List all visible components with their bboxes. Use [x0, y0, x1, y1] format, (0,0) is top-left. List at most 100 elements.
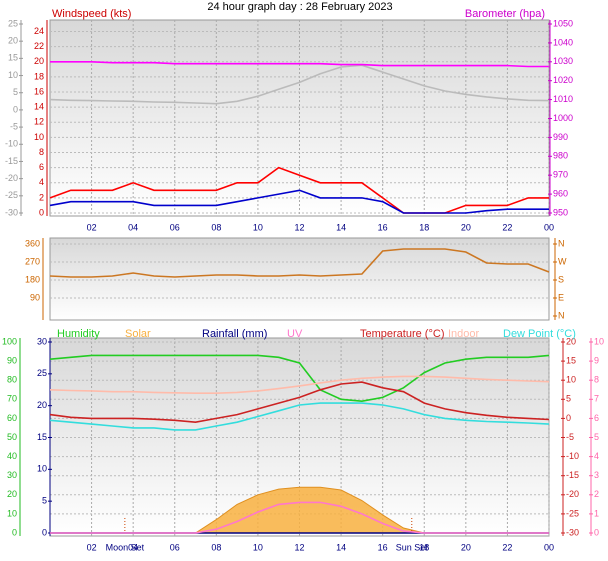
- y-tick-label: -10: [566, 451, 579, 461]
- y-tick-label: 90: [7, 355, 17, 365]
- legend-label: UV: [287, 328, 303, 340]
- y-tick-label: -20: [5, 173, 18, 183]
- y-tick-label: -30: [5, 207, 18, 217]
- y-tick-label: 8: [594, 375, 599, 385]
- y-tick-label: 10: [7, 508, 17, 518]
- y-tick-label: 5: [13, 87, 18, 97]
- y-tick-label: 15: [566, 355, 576, 365]
- x-tick-label: 02: [87, 222, 97, 232]
- x-tick-label: 12: [294, 222, 304, 232]
- y-tick-label: -20: [566, 489, 579, 499]
- y-tick-label: 1020: [553, 75, 573, 85]
- y-tick-label: -25: [5, 190, 18, 200]
- x-tick-label: 16: [378, 542, 388, 552]
- x-tick-label: 14: [336, 222, 346, 232]
- y-tick-label: N: [558, 310, 565, 320]
- y-tick-label: E: [558, 292, 564, 302]
- y-tick-label: 2: [594, 489, 599, 499]
- legend-label: Rainfall (mm): [202, 328, 267, 340]
- y-tick-label: 10: [34, 132, 44, 142]
- x-tick-label: 04: [128, 542, 138, 552]
- y-tick-label: 80: [7, 375, 17, 385]
- x-tick-label: 10: [253, 222, 263, 232]
- x-tick-label: 22: [502, 222, 512, 232]
- y-tick-label: 970: [553, 170, 568, 180]
- y-tick-label: 15: [8, 53, 18, 63]
- y-tick-label: 100: [2, 336, 17, 346]
- y-tick-label: 1030: [553, 56, 573, 66]
- y-tick-label: 25: [8, 18, 18, 28]
- y-tick-label: N: [558, 238, 565, 248]
- y-tick-label: 20: [7, 489, 17, 499]
- legend-label: Solar: [125, 328, 151, 340]
- x-tick-label: 06: [170, 222, 180, 232]
- x-tick-label: 18: [419, 222, 429, 232]
- y-tick-label: -15: [566, 470, 579, 480]
- y-tick-label: 8: [39, 147, 44, 157]
- x-tick-label: 08: [211, 542, 221, 552]
- y-tick-label: 15: [37, 432, 47, 442]
- line: [49, 166, 549, 214]
- y-tick-label: 0: [13, 104, 18, 114]
- y-tick-label: 30: [37, 336, 47, 346]
- y-tick-label: 180: [25, 274, 40, 284]
- y-tick-label: -30: [566, 527, 579, 537]
- legend-label: Dew Point (°C): [503, 328, 576, 340]
- x-tick-label: 22: [502, 542, 512, 552]
- axis-label: Windspeed (kts): [52, 8, 131, 20]
- y-tick-label: 20: [37, 400, 47, 410]
- y-tick-label: -25: [566, 508, 579, 518]
- y-tick-label: 10: [37, 464, 47, 474]
- y-tick-label: 0: [566, 413, 571, 423]
- y-tick-label: 30: [7, 470, 17, 480]
- y-tick-label: 70: [7, 394, 17, 404]
- y-tick-label: 10: [8, 70, 18, 80]
- y-tick-label: 24: [34, 26, 44, 36]
- y-tick-label: 16: [34, 86, 44, 96]
- line: [49, 354, 550, 403]
- x-tick-label: 06: [170, 542, 180, 552]
- legend-label: Humidity: [57, 328, 100, 340]
- y-tick-label: 960: [553, 188, 568, 198]
- y-tick-label: 2: [39, 192, 44, 202]
- y-tick-label: -15: [5, 156, 18, 166]
- y-tick-label: 990: [553, 132, 568, 142]
- y-tick-label: 6: [39, 162, 44, 172]
- y-tick-label: 20: [566, 336, 576, 346]
- x-tick-label: 08: [211, 222, 221, 232]
- y-tick-label: 10: [594, 336, 604, 346]
- y-tick-label: 1010: [553, 94, 573, 104]
- y-tick-label: 5: [42, 496, 47, 506]
- y-tick-label: 1050: [553, 18, 573, 28]
- y-tick-label: 1: [594, 508, 599, 518]
- line: [49, 189, 549, 214]
- y-tick-label: 270: [25, 256, 40, 266]
- x-tick-label: 18: [419, 542, 429, 552]
- y-tick-label: 0: [594, 527, 599, 537]
- y-tick-label: 980: [553, 151, 568, 161]
- y-tick-label: 9: [594, 355, 599, 365]
- x-tick-label: 10: [253, 542, 263, 552]
- annotation: Moon Set: [106, 542, 145, 552]
- y-tick-label: S: [558, 274, 564, 284]
- y-tick-label: 14: [34, 102, 44, 112]
- y-tick-label: 7: [594, 394, 599, 404]
- x-tick-label: 16: [378, 222, 388, 232]
- x-tick-label: 12: [294, 542, 304, 552]
- y-tick-label: -5: [566, 432, 574, 442]
- y-tick-label: 5: [594, 432, 599, 442]
- y-tick-label: -10: [5, 139, 18, 149]
- plot-background: [49, 237, 550, 321]
- line: [49, 375, 550, 394]
- line: [49, 248, 550, 278]
- legend-label: Temperature (°C): [360, 328, 444, 340]
- x-tick-label: 02: [87, 542, 97, 552]
- y-tick-label: 60: [7, 413, 17, 423]
- y-tick-label: 4: [594, 451, 599, 461]
- y-tick-label: 25: [37, 368, 47, 378]
- x-tick-label: 20: [461, 542, 471, 552]
- y-tick-label: 20: [34, 56, 44, 66]
- line: [50, 501, 549, 534]
- y-tick-label: 3: [594, 470, 599, 480]
